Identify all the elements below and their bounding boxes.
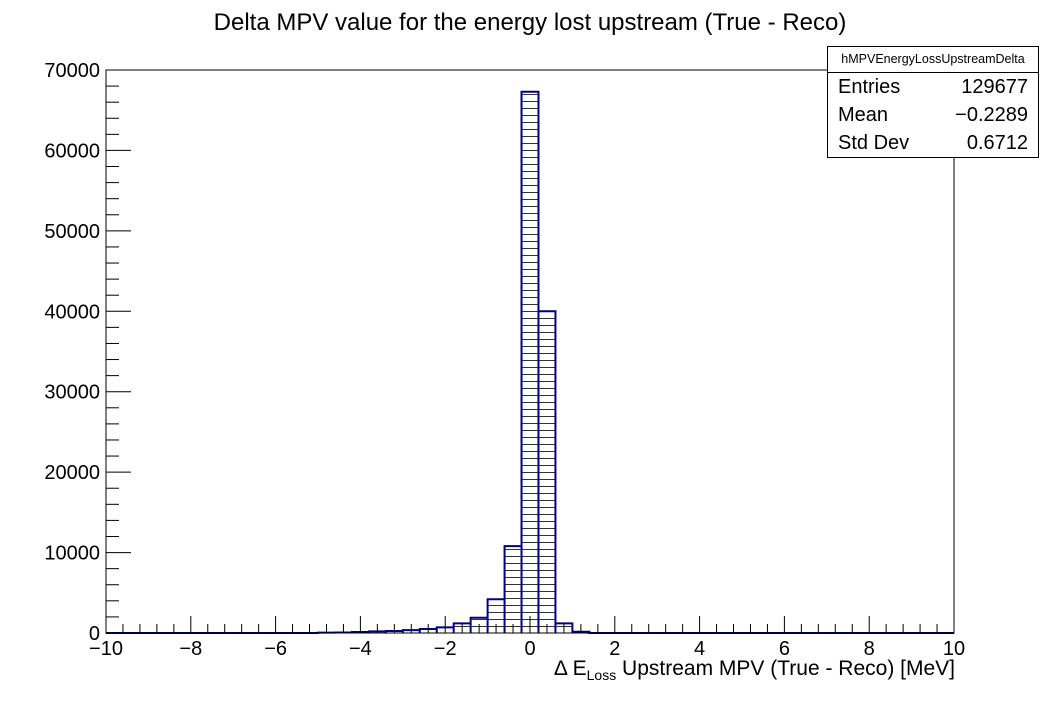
x-tick-label: 2 xyxy=(609,638,620,660)
stats-value: 0.6712 xyxy=(966,132,1028,154)
stats-histogram-name: hMPVEnergyLossUpstreamDelta xyxy=(828,47,1038,73)
y-tick-label: 20000 xyxy=(44,462,100,484)
stats-row-entries: Entries 129677 xyxy=(828,73,1038,101)
stats-label: Mean xyxy=(838,104,889,126)
stats-label: Std Dev xyxy=(838,132,910,154)
x-tick-label: −2 xyxy=(434,638,457,660)
histogram-bar-13 xyxy=(538,311,556,633)
y-tick-label: 40000 xyxy=(44,301,100,323)
x-tick-label: 0 xyxy=(524,638,535,660)
y-tick-label: 30000 xyxy=(44,382,100,404)
y-tick-label: 50000 xyxy=(44,221,100,243)
x-tick-label: 6 xyxy=(779,638,790,660)
stats-value: −0.2289 xyxy=(955,104,1028,126)
x-tick-label: −8 xyxy=(179,638,202,660)
stats-row-mean: Mean −0.2289 xyxy=(828,101,1038,129)
stats-row-stddev: Std Dev 0.6712 xyxy=(828,129,1038,157)
histogram-bar-11 xyxy=(504,546,522,633)
x-tick-label: −4 xyxy=(349,638,372,660)
x-tick-label: 10 xyxy=(943,638,965,660)
stats-value: 129677 xyxy=(961,76,1028,98)
chart-title: Delta MPV value for the energy lost upst… xyxy=(213,9,847,36)
x-axis-label: Δ ELoss Upstream MPV (True - Reco) [MeV] xyxy=(553,657,955,683)
stats-box: hMPVEnergyLossUpstreamDelta Entries 1296… xyxy=(827,46,1039,158)
y-tick-label: 70000 xyxy=(44,60,100,82)
x-tick-label: −6 xyxy=(264,638,287,660)
x-tick-label: 4 xyxy=(694,638,705,660)
x-tick-label: −10 xyxy=(89,638,123,660)
histogram-bar-12 xyxy=(521,91,539,634)
histogram-bar-10 xyxy=(487,599,505,633)
y-tick-label: 0 xyxy=(89,623,100,645)
stats-label: Entries xyxy=(838,76,901,98)
y-tick-label: 60000 xyxy=(44,140,100,162)
x-tick-label: 8 xyxy=(864,638,875,660)
y-tick-label: 10000 xyxy=(44,543,100,565)
